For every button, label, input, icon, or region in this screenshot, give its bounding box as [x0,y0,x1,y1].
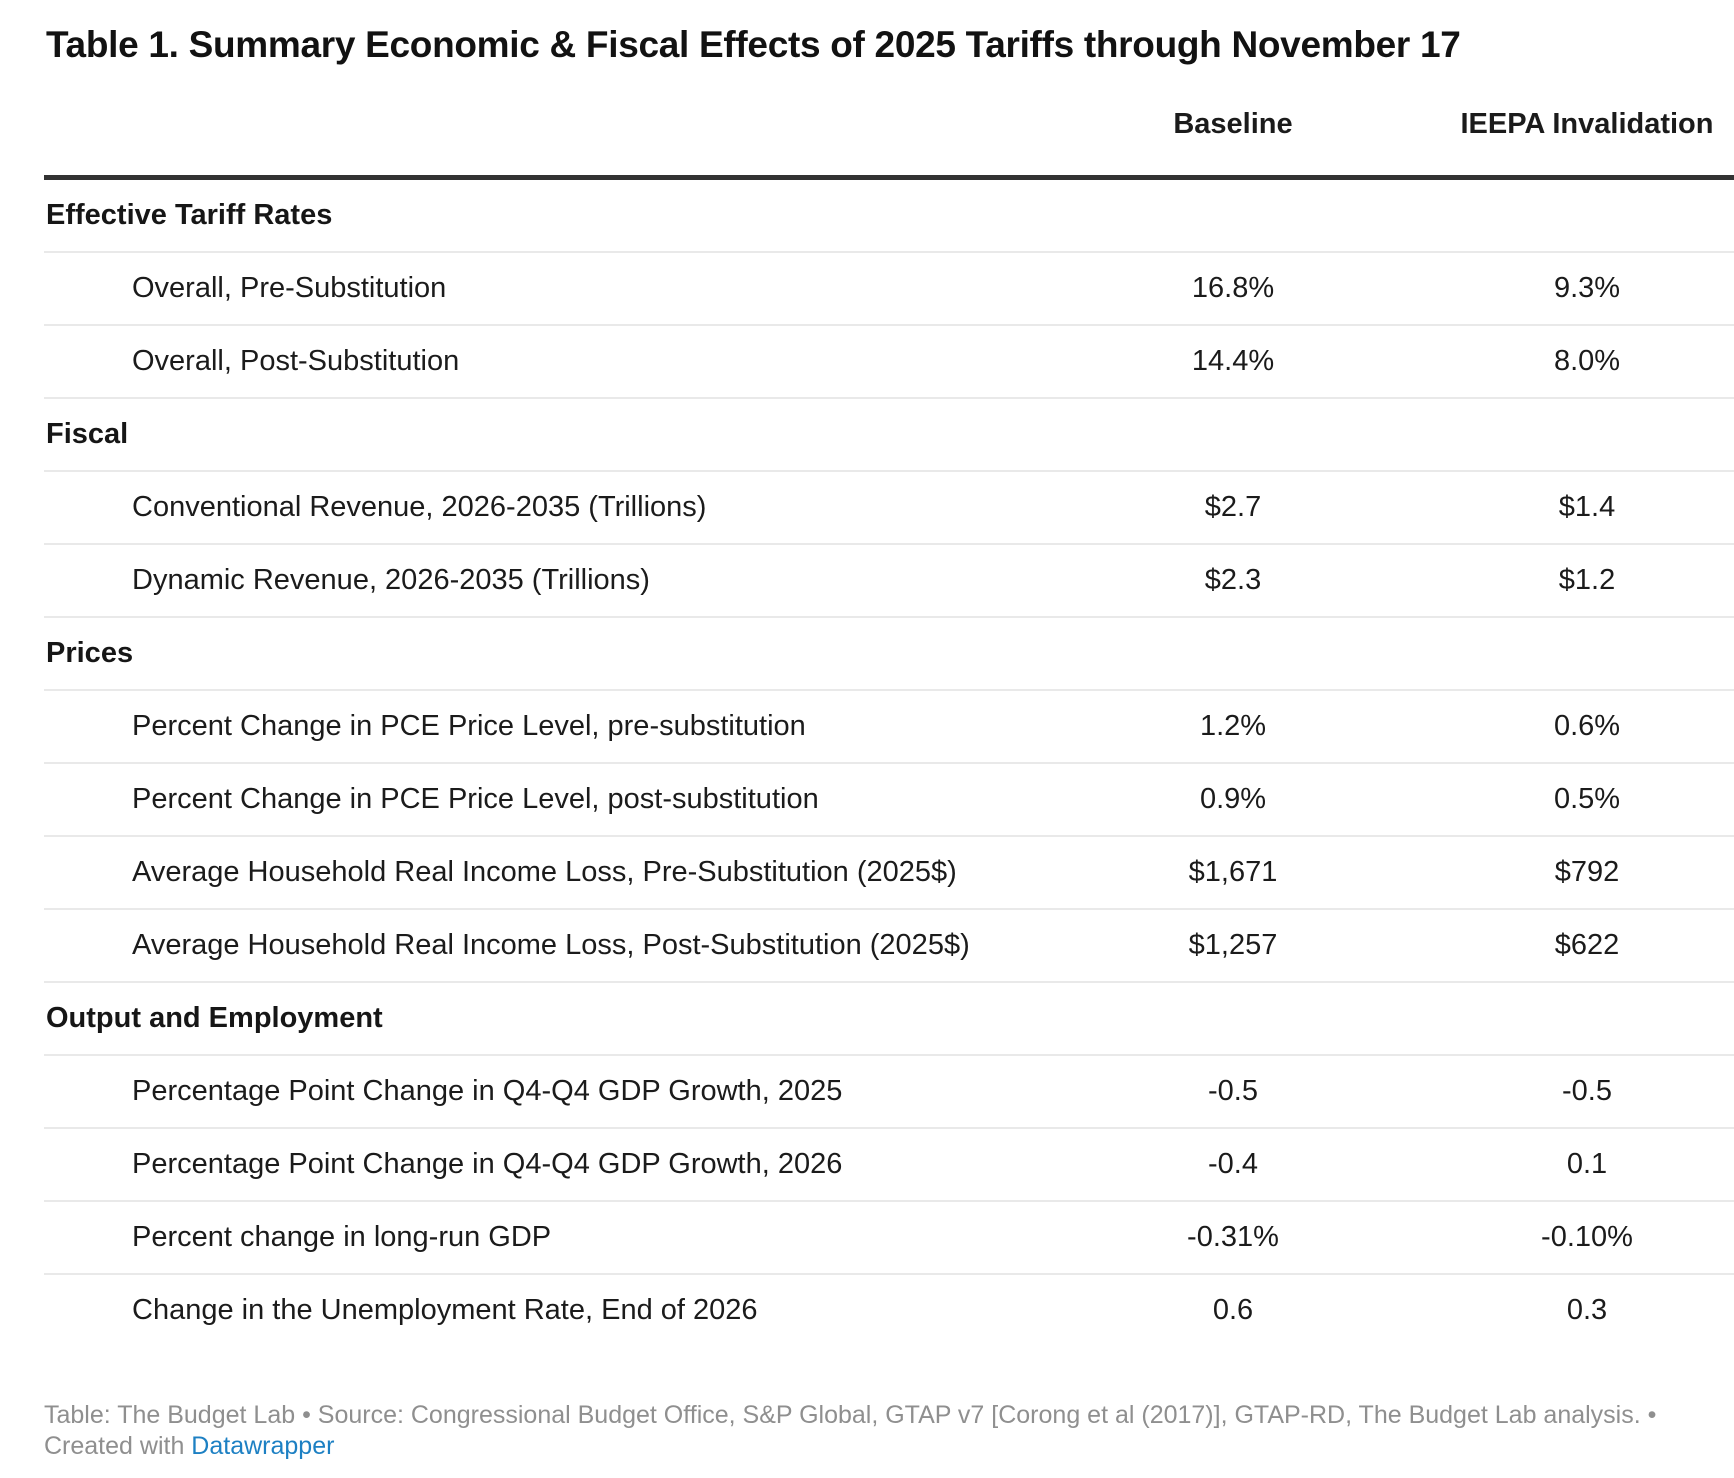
table-row: Percentage Point Change in Q4-Q4 GDP Gro… [44,1054,1734,1128]
attribution: Table: The Budget Lab • Source: Congress… [44,1400,1734,1462]
row-label: Percentage Point Change in Q4-Q4 GDP Gro… [44,1054,1026,1128]
cell-value: 8.0% [1440,324,1734,398]
col-header-baseline: Baseline [1026,68,1440,180]
row-label: Average Household Real Income Loss, Pre-… [44,835,1026,909]
row-label: Average Household Real Income Loss, Post… [44,908,1026,982]
table-row: Change in the Unemployment Rate, End of … [44,1273,1734,1346]
datawrapper-link[interactable]: Datawrapper [191,1432,335,1460]
cell-value: 0.6% [1440,689,1734,763]
table-row: Percentage Point Change in Q4-Q4 GDP Gro… [44,1127,1734,1201]
row-label: Change in the Unemployment Rate, End of … [44,1273,1026,1346]
cell-value: $622 [1440,908,1734,982]
cell-value: 0.9% [1026,762,1440,836]
table-row: Overall, Pre-Substitution 16.8% 9.3% [44,251,1734,325]
table-title: Table 1. Summary Economic & Fiscal Effec… [46,24,1461,65]
cell-value: $792 [1440,835,1734,909]
row-label: Percent Change in PCE Price Level, post-… [44,762,1026,836]
cell-value: $1,671 [1026,835,1440,909]
table-row: Dynamic Revenue, 2026-2035 (Trillions) $2… [44,543,1734,617]
cell-value: $1.2 [1440,543,1734,617]
cell-value: $2.3 [1026,543,1440,617]
col-header-ieepa: IEEPA Invalidation [1440,68,1734,180]
cell-value: 0.6 [1026,1273,1440,1346]
datawrapper-table: Table 1. Summary Economic & Fiscal Effec… [0,22,1734,1462]
table-row: Average Household Real Income Loss, Post… [44,908,1734,982]
cell-value: -0.5 [1026,1054,1440,1128]
row-label: Conventional Revenue, 2026-2035 (Trillio… [44,470,1026,544]
col-header-empty [44,68,1026,180]
section-label: Fiscal [44,397,1734,471]
table-row: Percent Change in PCE Price Level, pre-s… [44,689,1734,763]
section-label: Prices [44,616,1734,690]
table-row: Percent change in long-run GDP -0.31% -0.1… [44,1200,1734,1274]
cell-value: 0.5% [1440,762,1734,836]
cell-value: -0.10% [1440,1200,1734,1274]
row-label: Percent change in long-run GDP [44,1200,1026,1274]
table-row: Conventional Revenue, 2026-2035 (Trillio… [44,470,1734,544]
cell-value: 16.8% [1026,251,1440,325]
cell-value: 0.1 [1440,1127,1734,1201]
cell-value: 14.4% [1026,324,1440,398]
row-label: Percentage Point Change in Q4-Q4 GDP Gro… [44,1127,1026,1201]
table-row: Average Household Real Income Loss, Pre-… [44,835,1734,909]
section-label: Output and Employment [44,981,1734,1055]
section-row: Effective Tariff Rates [44,178,1734,253]
header-row: Baseline IEEPA Invalidation [44,68,1734,180]
table-body: Effective Tariff Rates Overall, Pre-Subst… [44,178,1734,1346]
attribution-text: Table: The Budget Lab • Source: Congress… [44,1401,1657,1460]
row-label: Percent Change in PCE Price Level, pre-s… [44,689,1026,763]
section-row: Output and Employment [44,981,1734,1055]
cell-value: 0.3 [1440,1273,1734,1346]
cell-value: -0.5 [1440,1054,1734,1128]
cell-value: 1.2% [1026,689,1440,763]
summary-table: Baseline IEEPA Invalidation Effective Ta… [44,68,1734,1346]
table-row: Percent Change in PCE Price Level, post-… [44,762,1734,836]
section-row: Prices [44,616,1734,690]
row-label: Overall, Post-Substitution [44,324,1026,398]
row-label: Dynamic Revenue, 2026-2035 (Trillions) [44,543,1026,617]
table-row: Overall, Post-Substitution 14.4% 8.0% [44,324,1734,398]
row-label: Overall, Pre-Substitution [44,251,1026,325]
cell-value: -0.4 [1026,1127,1440,1201]
cell-value: $1.4 [1440,470,1734,544]
cell-value: -0.31% [1026,1200,1440,1274]
cell-value: 9.3% [1440,251,1734,325]
section-row: Fiscal [44,397,1734,471]
cell-value: $1,257 [1026,908,1440,982]
cell-value: $2.7 [1026,470,1440,544]
section-label: Effective Tariff Rates [46,199,333,231]
